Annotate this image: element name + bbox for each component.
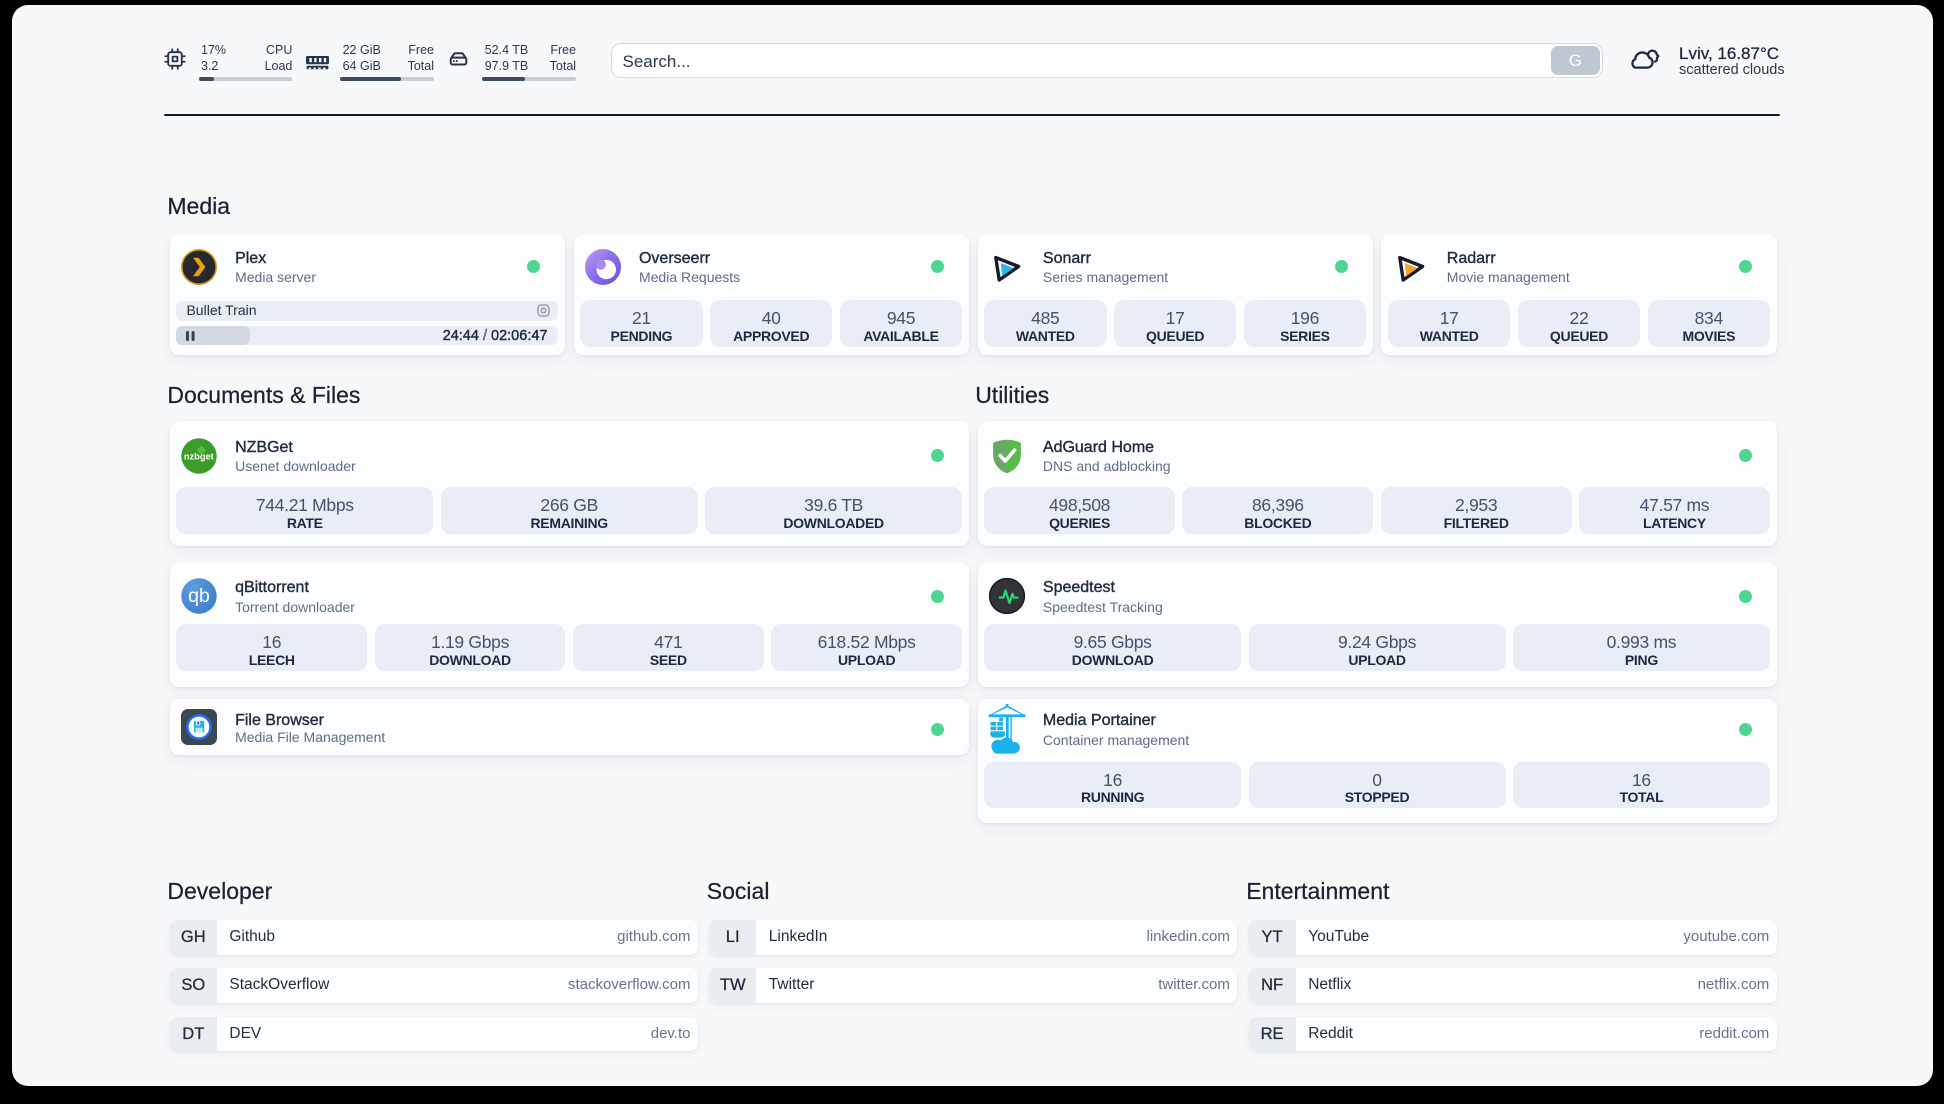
svg-text:nzbget: nzbget: [184, 452, 214, 462]
svg-text:qb: qb: [189, 585, 211, 607]
